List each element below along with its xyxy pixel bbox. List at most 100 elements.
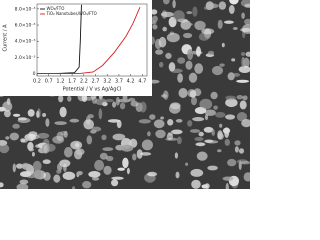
sem-grain <box>188 72 198 83</box>
sem-grain <box>24 133 36 141</box>
sem-grain <box>56 169 62 174</box>
sem-grain <box>59 159 71 168</box>
sem-grain <box>166 132 174 141</box>
inset-chart: Potential / V vs Ag/AgCl Current / A 0 2.… <box>3 3 148 93</box>
sem-grain <box>242 95 248 101</box>
sem-grain <box>43 144 48 154</box>
sem-grain <box>194 137 204 141</box>
sem-grain <box>16 183 29 189</box>
sem-grain <box>4 109 11 118</box>
sem-grain <box>112 133 126 141</box>
sem-grain <box>36 110 40 118</box>
sem-grain <box>160 11 174 18</box>
sem-grain <box>106 155 114 162</box>
sem-grain <box>198 32 210 41</box>
sem-grain <box>203 6 212 10</box>
sem-grain <box>171 129 183 135</box>
sem-grain <box>59 106 67 118</box>
sem-grain <box>218 1 227 10</box>
sem-grain <box>162 26 167 32</box>
sem-grain <box>189 129 201 133</box>
x-tick-label: 3.7 <box>115 79 123 85</box>
sem-grain <box>229 0 239 5</box>
sem-grain <box>236 112 248 122</box>
sem-grain <box>31 152 35 157</box>
sem-grain <box>70 140 83 150</box>
sem-grain <box>60 131 68 136</box>
sem-grain <box>154 38 162 50</box>
sem-grain <box>140 152 152 156</box>
sem-grain <box>130 100 139 107</box>
sem-grain <box>5 136 10 140</box>
sem-grain <box>231 58 236 62</box>
sem-grain <box>194 63 204 74</box>
sem-grain <box>87 114 94 119</box>
sem-grain <box>227 158 237 167</box>
x-tick-label: 2.2 <box>80 79 88 85</box>
sem-grain <box>33 169 42 179</box>
sem-grain <box>75 148 85 156</box>
sem-grain <box>160 116 165 120</box>
sem-grain <box>45 118 50 127</box>
sem-grain <box>178 88 188 98</box>
sem-grain <box>42 113 47 117</box>
sem-grain <box>165 52 172 60</box>
sem-grain <box>32 160 42 172</box>
sem-grain <box>153 119 165 129</box>
sem-grain <box>207 50 215 55</box>
sem-grain <box>21 163 33 170</box>
sem-grain <box>112 101 117 108</box>
x-axis-label: Potential / V vs Ag/AgCl <box>63 87 122 93</box>
sem-grain <box>16 163 24 169</box>
sem-grain <box>183 32 193 39</box>
sem-grain <box>207 165 218 171</box>
sem-grain <box>234 140 241 146</box>
sem-grain <box>72 186 76 189</box>
sem-grain <box>239 161 250 165</box>
sem-grain <box>172 0 176 9</box>
sem-grain <box>12 163 16 173</box>
sem-grain <box>103 165 112 175</box>
sem-grain <box>0 182 4 188</box>
sem-grain <box>64 146 73 158</box>
sem-grain <box>174 152 178 159</box>
sem-grain <box>163 90 169 100</box>
sem-grain <box>138 119 151 124</box>
sem-grain <box>222 176 234 181</box>
sem-grain <box>191 179 201 189</box>
sem-grain <box>19 179 29 185</box>
x-tick-label: 4.2 <box>127 79 135 85</box>
sem-grain <box>189 90 197 98</box>
plot-frame <box>36 3 148 77</box>
sem-grain <box>27 141 34 151</box>
sem-grain <box>212 65 223 76</box>
sem-grain <box>204 109 216 116</box>
sem-grain <box>88 171 101 178</box>
x-tick-label: 1.7 <box>68 79 76 85</box>
sem-grain <box>13 113 21 117</box>
sem-grain <box>169 103 181 114</box>
sem-grain <box>37 132 50 139</box>
sem-grain <box>155 49 164 55</box>
x-tick-label: 0.7 <box>45 79 53 85</box>
sem-grain <box>159 61 164 68</box>
sem-grain <box>243 172 250 182</box>
sem-grain <box>240 52 246 56</box>
sem-grain <box>27 109 35 117</box>
sem-grain <box>177 57 186 64</box>
sem-grain <box>120 144 134 152</box>
sem-grain <box>186 11 193 15</box>
sem-grain <box>42 159 51 164</box>
y-tick-label: 8.0×10⁻³ <box>15 6 36 12</box>
sem-grain <box>177 136 182 145</box>
sem-grain <box>225 98 238 108</box>
sem-grain <box>224 20 234 24</box>
sem-grain <box>239 100 247 110</box>
sem-grain <box>203 126 214 133</box>
sem-grain <box>163 0 170 5</box>
sem-grain <box>122 157 129 169</box>
sem-grain <box>219 63 225 67</box>
sem-grain <box>192 117 205 122</box>
sem-grain <box>217 19 223 29</box>
sem-grain <box>191 96 197 106</box>
